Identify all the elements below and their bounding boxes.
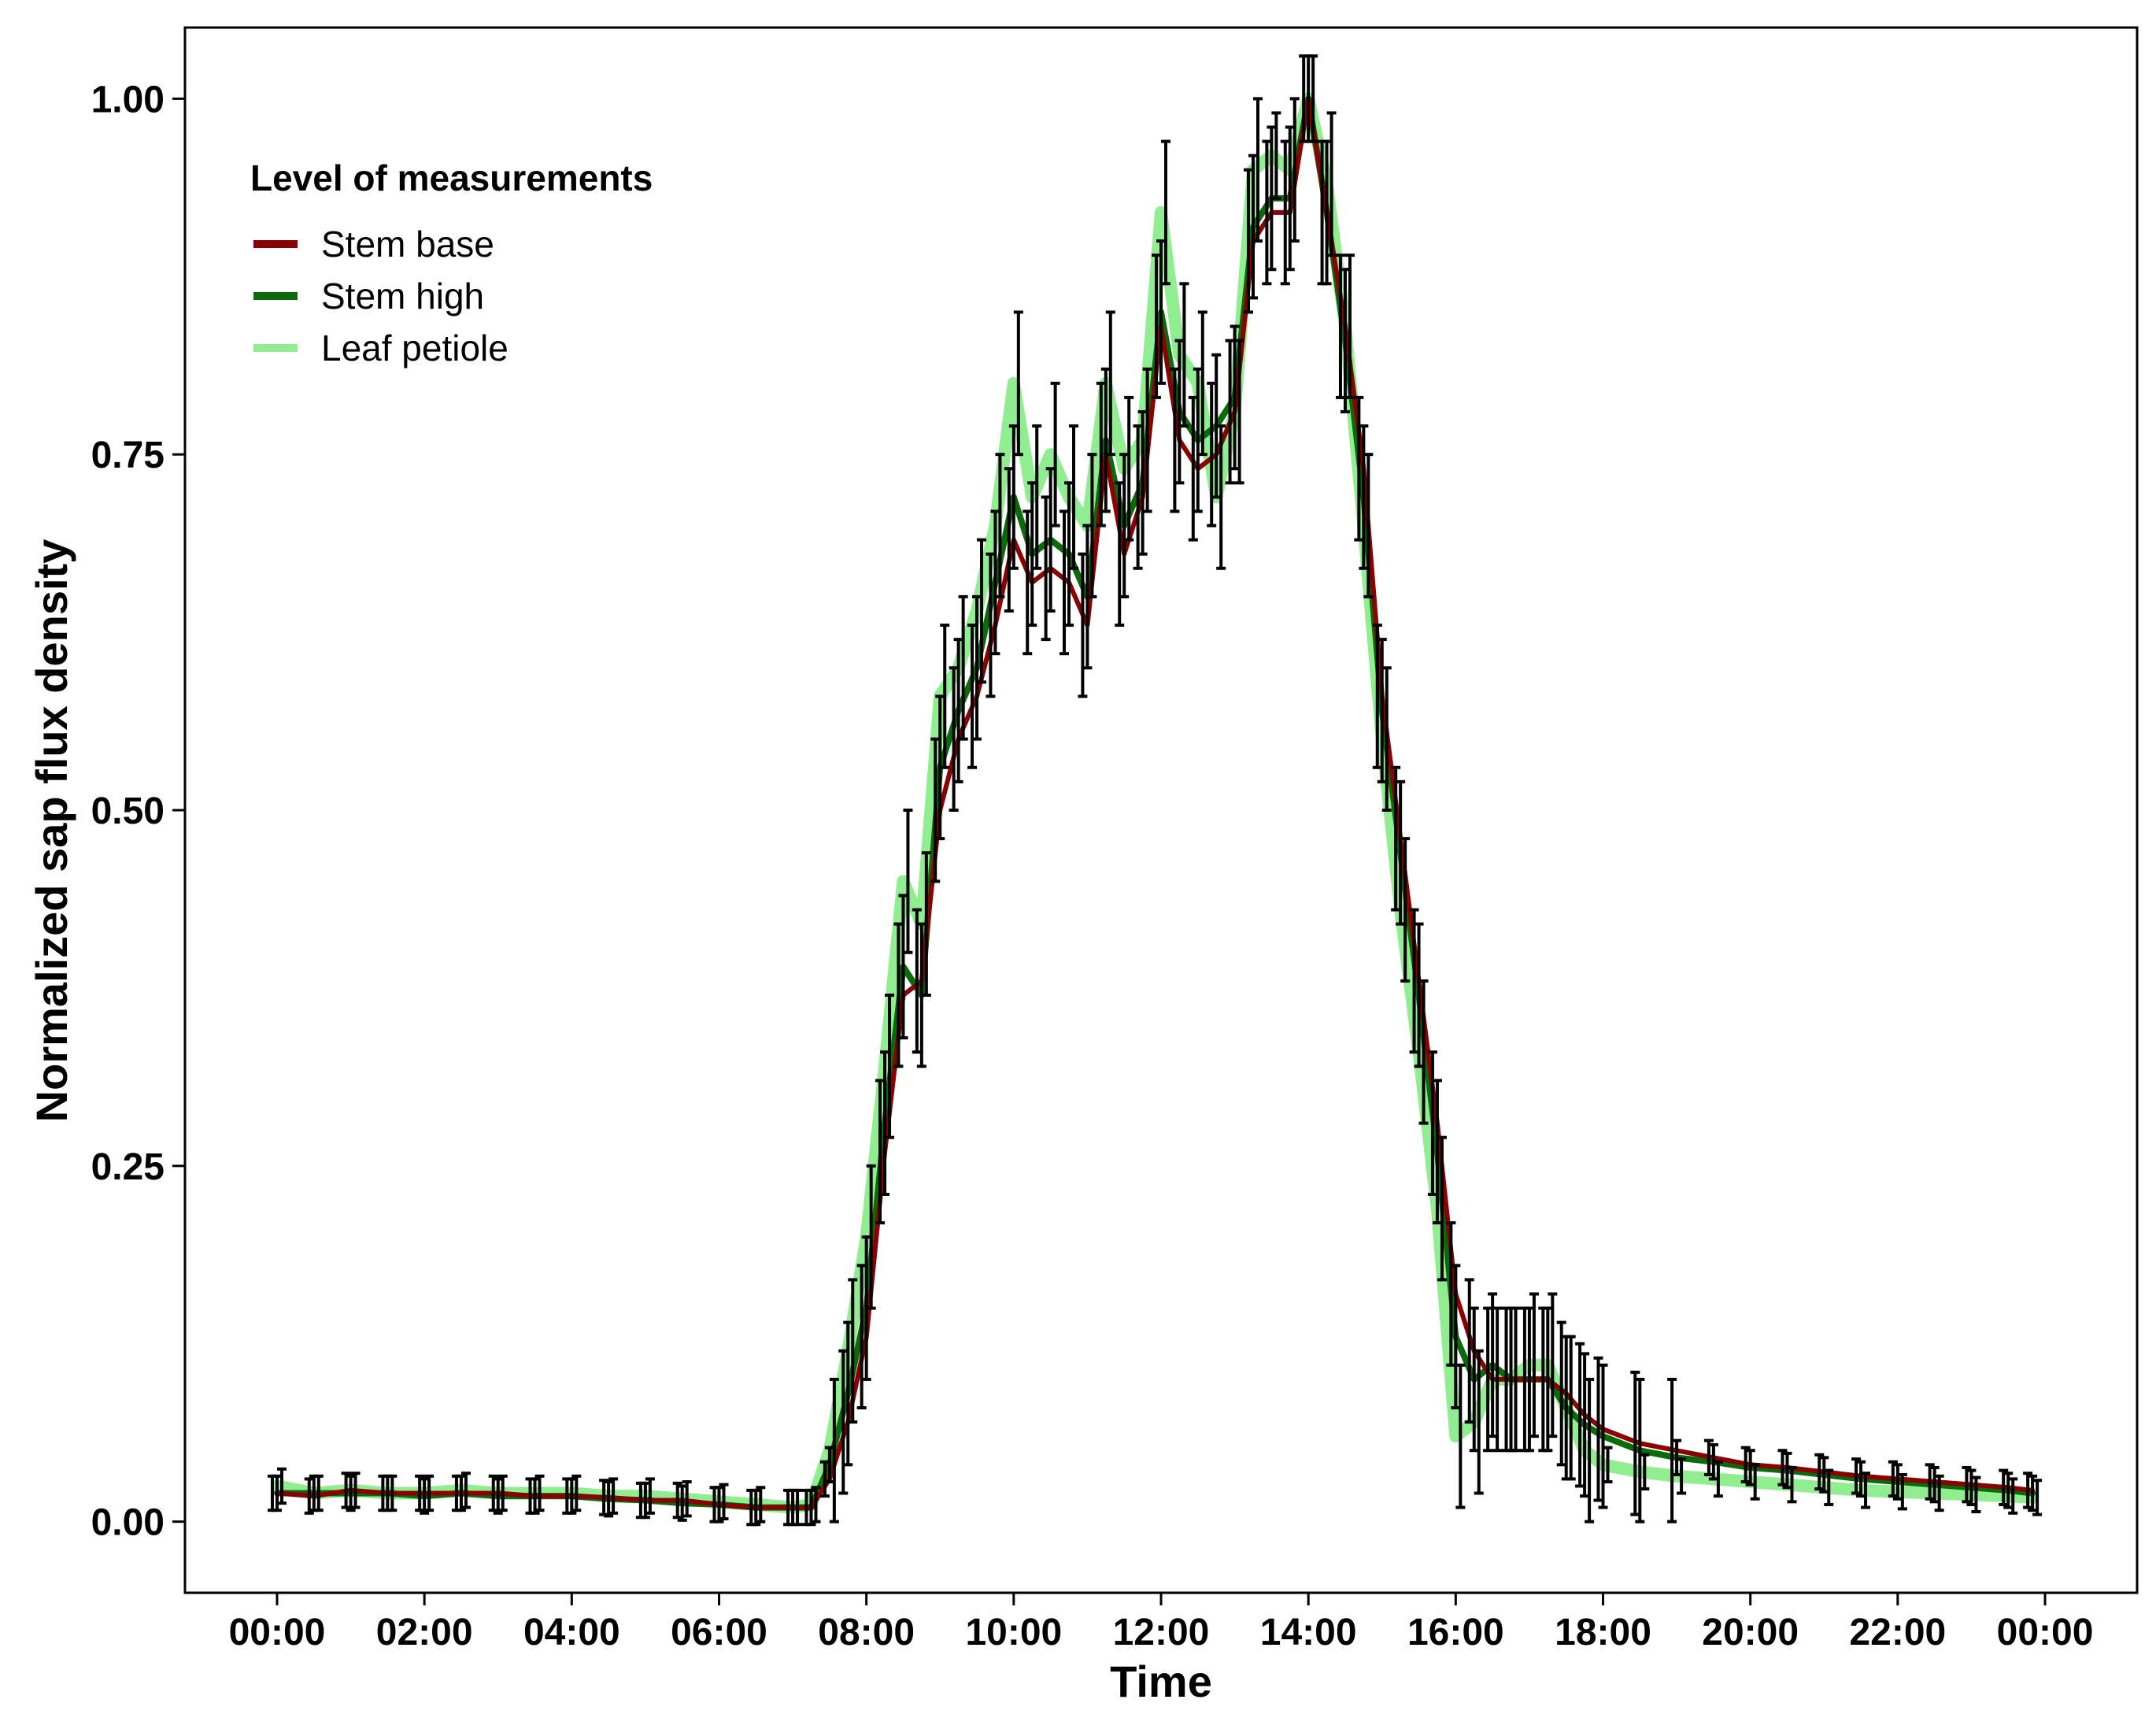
error-bar-group [267, 54, 2043, 1527]
x-tick-label: 18:00 [1555, 1612, 1651, 1653]
y-tick-label: 0.25 [91, 1146, 165, 1188]
x-tick-label: 00:00 [1997, 1612, 2094, 1653]
y-axis-title: Normalized sap flux density [27, 539, 76, 1123]
legend-label-stem-base: Stem base [321, 224, 494, 265]
x-tick-label: 04:00 [523, 1612, 620, 1653]
legend: Level of measurements Stem base Stem hig… [250, 157, 653, 368]
y-axis: 0.00 0.25 0.50 0.75 1.00 [91, 79, 185, 1544]
legend-label-stem-high: Stem high [321, 276, 484, 317]
legend-label-leaf-petiole: Leaf petiole [321, 328, 508, 368]
y-tick-label: 0.75 [91, 435, 165, 476]
legend-title: Level of measurements [250, 157, 653, 198]
y-tick-label: 0.50 [91, 790, 165, 832]
y-tick-label: 0.00 [91, 1502, 165, 1544]
y-tick-label: 1.00 [91, 79, 165, 120]
x-tick-label: 20:00 [1702, 1612, 1799, 1653]
x-tick-label: 14:00 [1260, 1612, 1357, 1653]
x-tick-label: 16:00 [1407, 1612, 1504, 1653]
x-axis: 00:00 02:00 04:00 06:00 08:00 10:00 12:00 14:00… [229, 1593, 2094, 1653]
x-tick-label: 08:00 [818, 1612, 915, 1653]
x-axis-title: Time [1110, 1657, 1212, 1706]
x-tick-label: 06:00 [671, 1612, 767, 1653]
x-tick-label: 00:00 [229, 1612, 326, 1653]
x-tick-label: 12:00 [1113, 1612, 1210, 1653]
x-tick-label: 10:00 [965, 1612, 1062, 1653]
x-tick-label: 02:00 [376, 1612, 473, 1653]
x-tick-label: 22:00 [1849, 1612, 1946, 1653]
